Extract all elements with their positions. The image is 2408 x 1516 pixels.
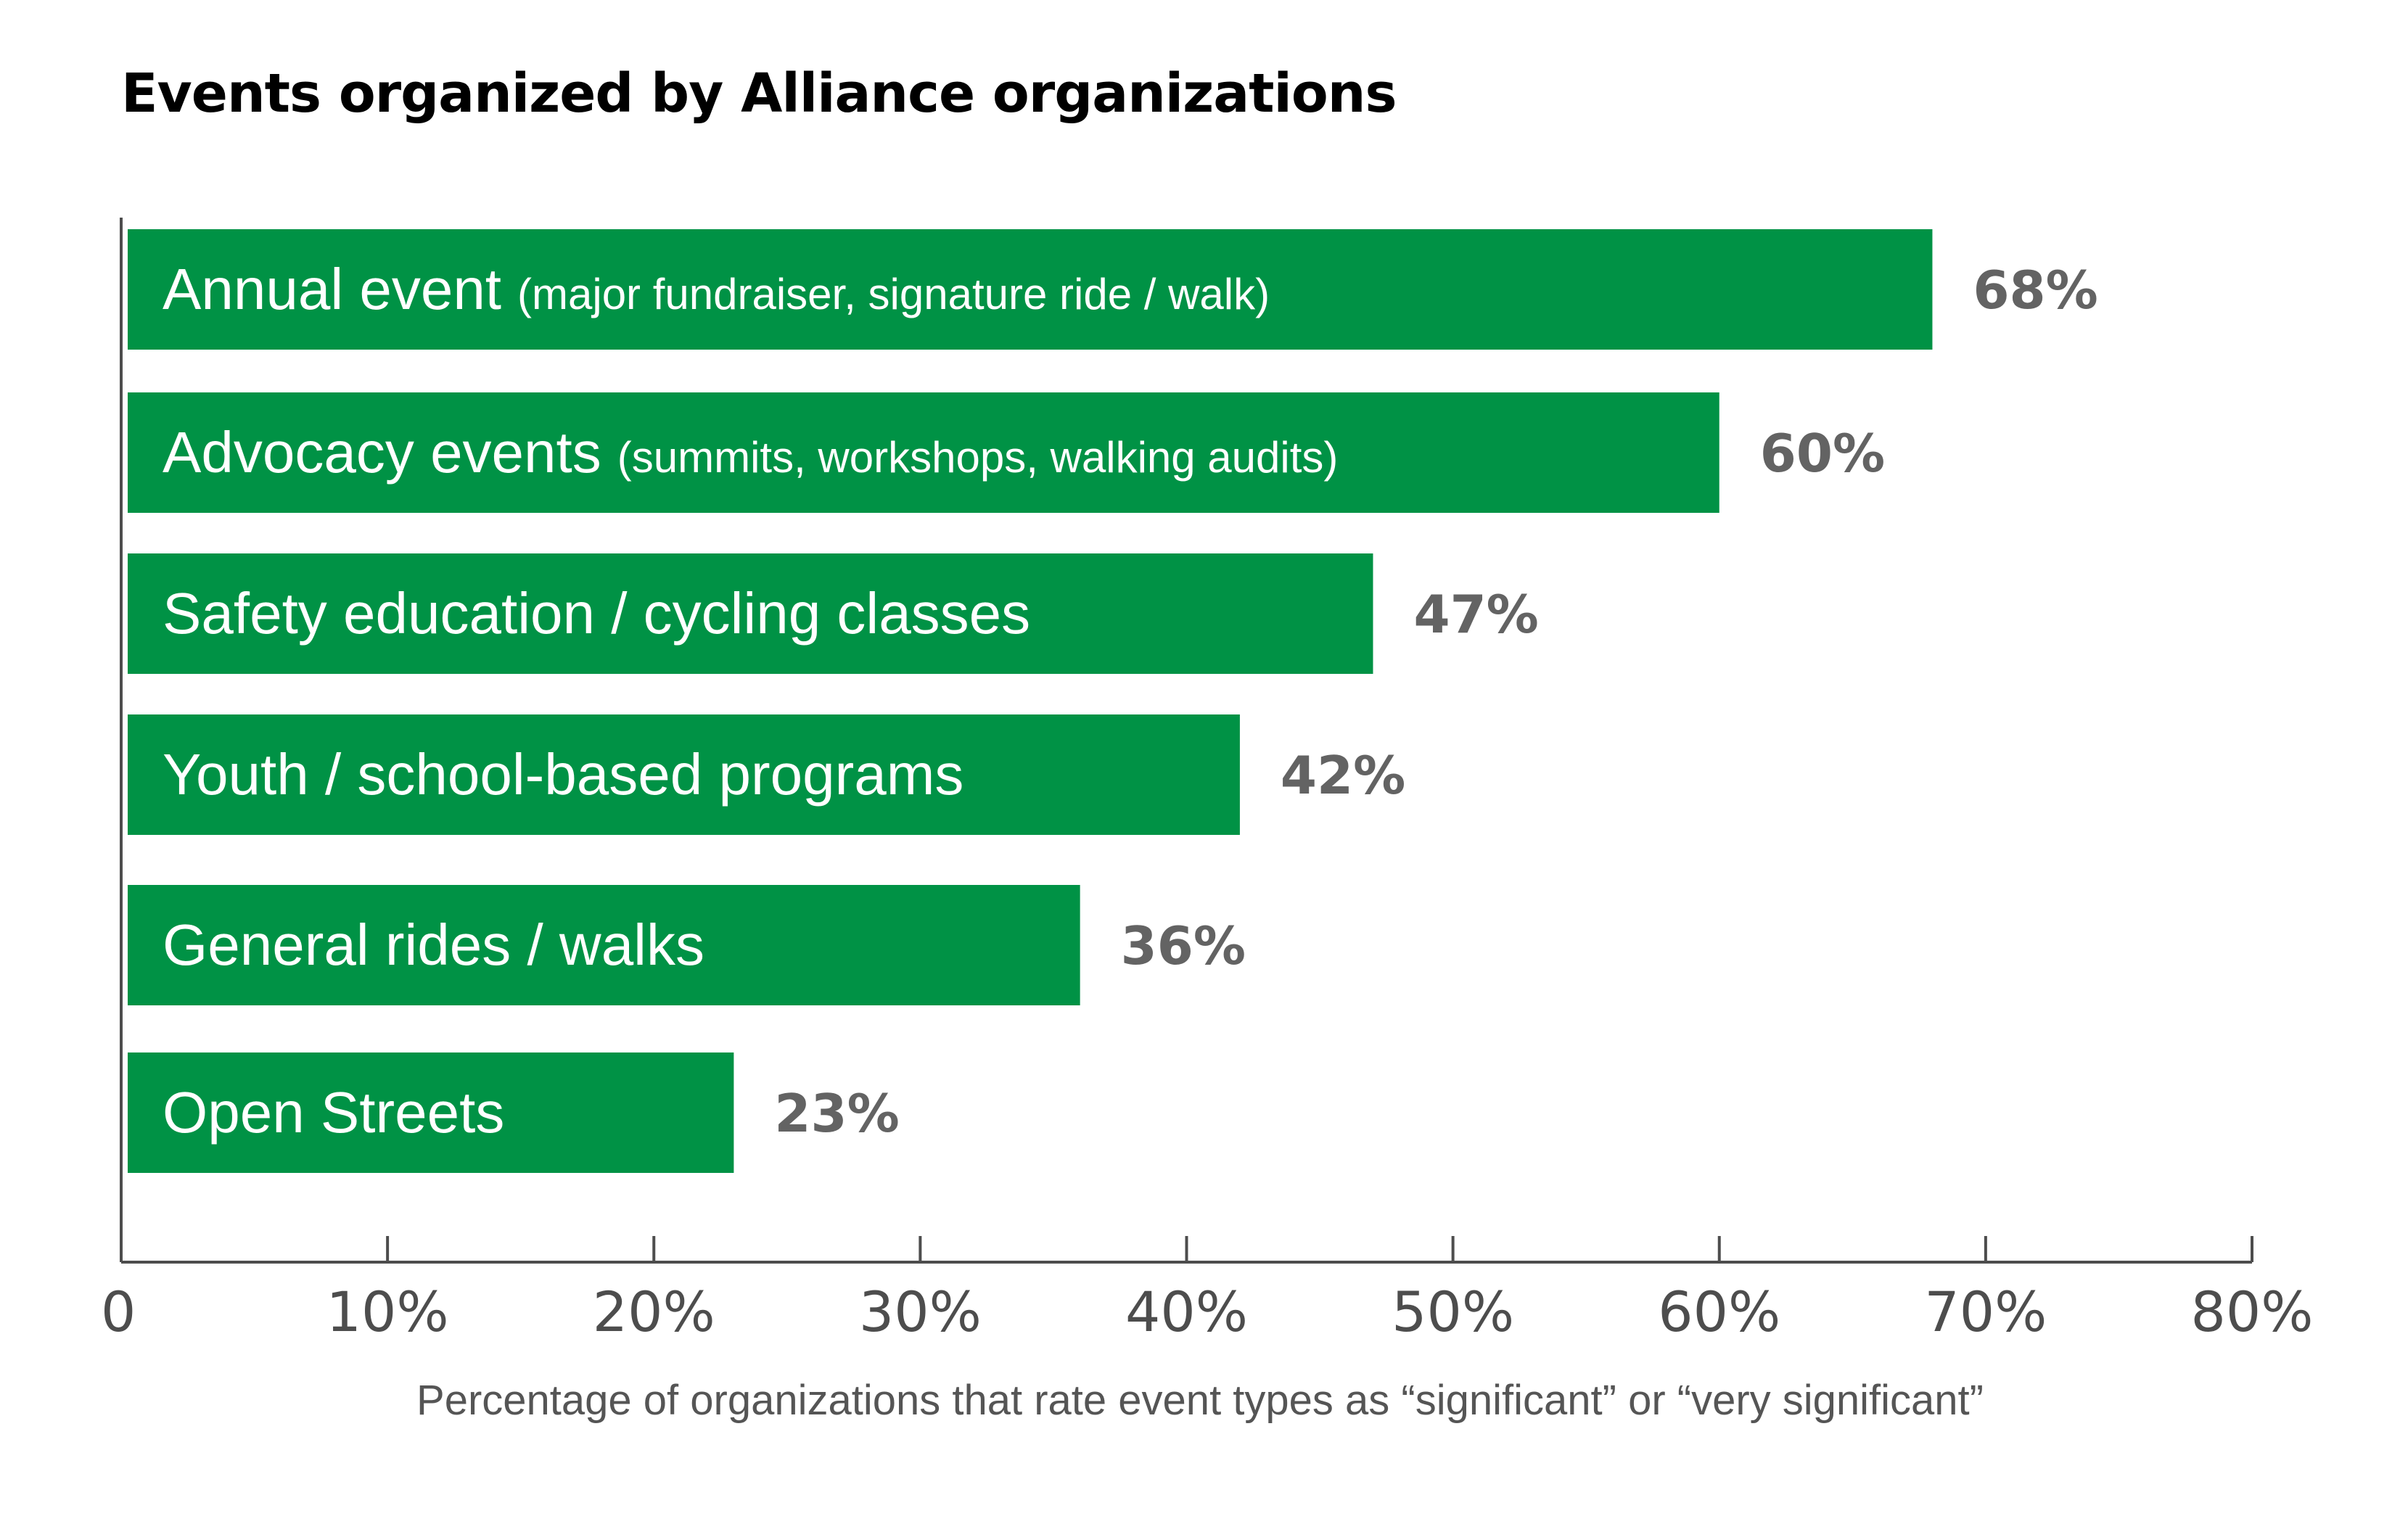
bar-value-label: 68% — [1973, 260, 2097, 321]
category-name: General rides / walks — [163, 913, 704, 977]
bar — [128, 1052, 734, 1173]
bars-group: Annual event (major fundraiser, signature… — [128, 229, 2098, 1173]
bar-category-label: General rides / walks — [163, 913, 704, 977]
category-detail: (major fundraiser, signature ride / walk… — [517, 270, 1270, 318]
bar-value-label: 42% — [1281, 745, 1405, 806]
bar — [128, 392, 1719, 513]
chart-title: Events organized by Alliance organizatio… — [121, 62, 1397, 125]
bar-value-label: 36% — [1121, 915, 1246, 976]
category-name: Open Streets — [163, 1080, 504, 1145]
x-tick-label: 50% — [1392, 1280, 1514, 1344]
category-name: Youth / school-based programs — [163, 742, 963, 807]
bar-category-label: Annual event (major fundraiser, signature… — [163, 257, 1270, 321]
x-tick-label: 70% — [1924, 1280, 2047, 1344]
bar-category-label: Open Streets — [163, 1080, 504, 1145]
x-tick-label: 0 — [101, 1280, 136, 1344]
bar — [128, 714, 1240, 835]
bar-value-label: 60% — [1760, 423, 1885, 484]
x-tick-label: 40% — [1125, 1280, 1248, 1344]
bar — [128, 553, 1373, 674]
x-axis: 0 10% 20% 30% 40% 50% 60% 70% 80% — [101, 218, 2313, 1344]
x-tick-label: 20% — [593, 1280, 715, 1344]
bar-category-label: Safety education / cycling classes — [163, 581, 1030, 646]
bar-category-label: Youth / school-based programs — [163, 742, 963, 807]
x-axis-title: Percentage of organizations that rate ev… — [416, 1377, 1984, 1424]
category-detail: (summits, workshops, walking audits) — [617, 433, 1339, 482]
x-tick-label: 60% — [1658, 1280, 1780, 1344]
category-name: Safety education / cycling classes — [163, 581, 1030, 646]
bar-value-label: 47% — [1413, 584, 1538, 645]
x-tick-label: 30% — [859, 1280, 982, 1344]
bar — [128, 885, 1080, 1005]
bar-value-label: 23% — [774, 1083, 899, 1144]
category-name: Annual event — [163, 257, 501, 321]
x-tick-label: 80% — [2191, 1280, 2314, 1344]
x-tick-label: 10% — [326, 1280, 449, 1344]
category-name: Advocacy events — [163, 420, 601, 485]
bar-category-label: Advocacy events (summits, workshops, walk… — [163, 420, 1338, 485]
bar — [128, 229, 1933, 350]
